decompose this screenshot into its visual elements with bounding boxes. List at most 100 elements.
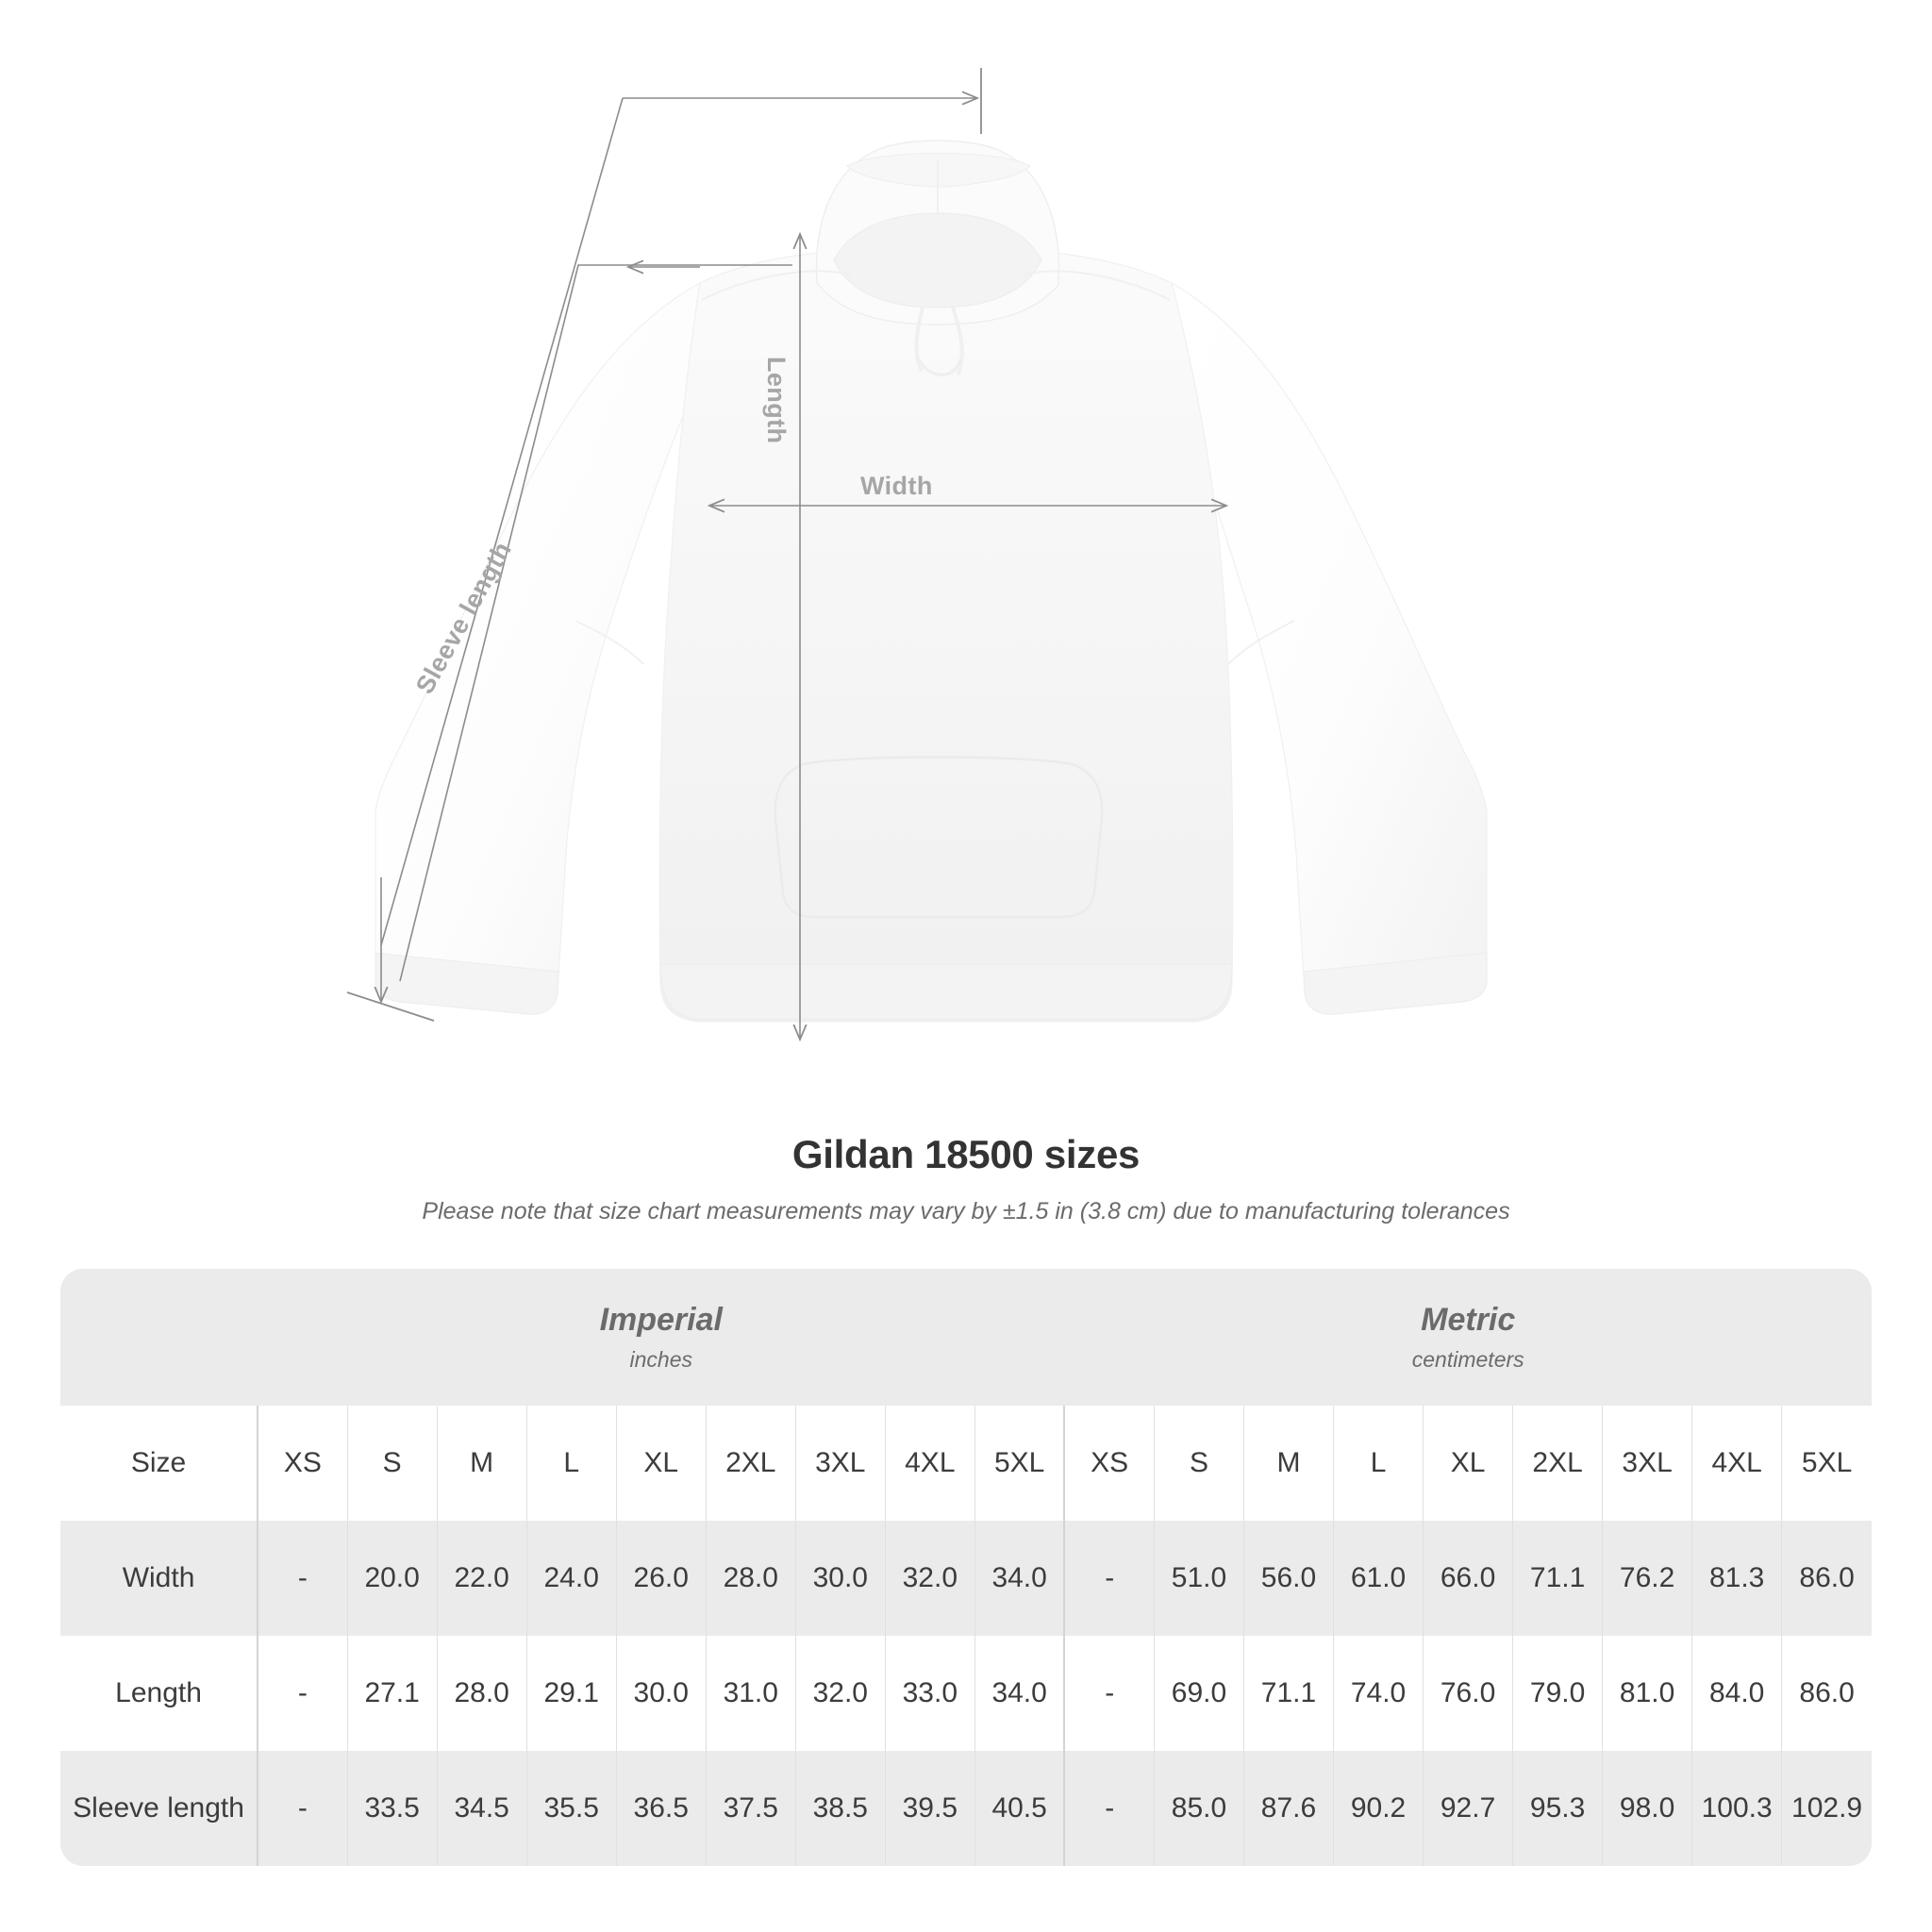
table-row: Sleeve length - 33.5 34.5 35.5 36.5 37.5… xyxy=(60,1751,1872,1866)
cell-length-imperial-s: 27.1 xyxy=(346,1636,438,1751)
hoodie-left-sleeve xyxy=(375,281,701,1015)
size-cell-imperial-s: S xyxy=(346,1406,438,1521)
size-cell-imperial-5xl: 5XL xyxy=(974,1406,1065,1521)
cell-width-imperial-xl: 26.0 xyxy=(615,1521,707,1636)
size-cell-metric-l: L xyxy=(1333,1406,1424,1521)
size-cell-imperial-l: L xyxy=(525,1406,617,1521)
cell-sleeve-imperial-3xl: 38.5 xyxy=(794,1751,886,1866)
cell-length-imperial-m: 28.0 xyxy=(436,1636,527,1751)
size-table-container: Imperial inches Metric centimeters Size … xyxy=(60,1269,1872,1866)
cell-length-imperial-5xl: 34.0 xyxy=(974,1636,1065,1751)
system-name-metric: Metric xyxy=(1421,1302,1516,1339)
size-cell-metric-xs: XS xyxy=(1063,1406,1155,1521)
system-unit-imperial: inches xyxy=(629,1346,692,1372)
cell-length-imperial-2xl: 31.0 xyxy=(705,1636,796,1751)
size-row-label: Size xyxy=(60,1406,258,1521)
cell-sleeve-imperial-4xl: 39.5 xyxy=(884,1751,975,1866)
cell-sleeve-metric-xl: 92.7 xyxy=(1423,1751,1513,1866)
hoodie-body xyxy=(658,246,1234,1023)
hoodie-kangaroo-pocket xyxy=(774,756,1104,919)
cell-length-metric-m: 71.1 xyxy=(1242,1636,1334,1751)
hoodie-right-shoulder-seam xyxy=(1024,270,1171,301)
system-name-imperial: Imperial xyxy=(599,1302,723,1339)
cell-width-imperial-5xl: 34.0 xyxy=(974,1521,1065,1636)
sleeve-diagonal-line xyxy=(380,97,624,946)
cell-sleeve-imperial-m: 34.5 xyxy=(436,1751,527,1866)
cell-length-metric-l: 74.0 xyxy=(1333,1636,1424,1751)
sleeve-bottom-tick xyxy=(346,991,435,1022)
cell-length-metric-3xl: 81.0 xyxy=(1602,1636,1692,1751)
hoodie-illustration xyxy=(346,68,1488,1113)
cell-width-imperial-4xl: 32.0 xyxy=(884,1521,975,1636)
width-dimension-label: Width xyxy=(860,472,933,500)
cell-sleeve-metric-s: 85.0 xyxy=(1153,1751,1244,1866)
cell-sleeve-imperial-xs: - xyxy=(257,1751,348,1866)
hoodie-left-shoulder-seam xyxy=(701,270,852,301)
cell-width-imperial-s: 20.0 xyxy=(346,1521,438,1636)
cell-length-imperial-xl: 30.0 xyxy=(615,1636,707,1751)
cell-width-metric-s: 51.0 xyxy=(1153,1521,1244,1636)
size-cell-imperial-xl: XL xyxy=(615,1406,707,1521)
tolerance-note: Please note that size chart measurements… xyxy=(422,1198,1510,1224)
cell-length-metric-5xl: 86.0 xyxy=(1781,1636,1872,1751)
size-cell-imperial-xs: XS xyxy=(257,1406,348,1521)
cell-width-imperial-xs: - xyxy=(257,1521,348,1636)
cell-width-imperial-2xl: 28.0 xyxy=(705,1521,796,1636)
size-cell-metric-2xl: 2XL xyxy=(1512,1406,1603,1521)
size-cell-imperial-2xl: 2XL xyxy=(705,1406,796,1521)
cell-sleeve-imperial-xl: 36.5 xyxy=(615,1751,707,1866)
size-cell-metric-3xl: 3XL xyxy=(1602,1406,1692,1521)
size-cell-metric-m: M xyxy=(1242,1406,1334,1521)
cell-sleeve-imperial-5xl: 40.5 xyxy=(974,1751,1065,1866)
system-header-row: Imperial inches Metric centimeters xyxy=(60,1269,1872,1406)
cell-width-imperial-l: 24.0 xyxy=(525,1521,617,1636)
cell-sleeve-metric-2xl: 95.3 xyxy=(1512,1751,1603,1866)
cell-width-metric-xl: 66.0 xyxy=(1423,1521,1513,1636)
length-dimension-label: Length xyxy=(762,357,791,444)
size-cell-imperial-4xl: 4XL xyxy=(884,1406,975,1521)
cell-sleeve-imperial-l: 35.5 xyxy=(525,1751,617,1866)
size-cell-imperial-m: M xyxy=(436,1406,527,1521)
size-table: Imperial inches Metric centimeters Size … xyxy=(60,1269,1872,1866)
cell-sleeve-metric-m: 87.6 xyxy=(1242,1751,1334,1866)
cell-length-imperial-3xl: 32.0 xyxy=(794,1636,886,1751)
cell-width-metric-xs: - xyxy=(1063,1521,1155,1636)
system-header-spacer xyxy=(60,1269,258,1406)
cell-length-metric-xl: 76.0 xyxy=(1423,1636,1513,1751)
cell-length-metric-s: 69.0 xyxy=(1153,1636,1244,1751)
cell-width-imperial-m: 22.0 xyxy=(436,1521,527,1636)
size-cell-metric-s: S xyxy=(1153,1406,1244,1521)
cell-length-imperial-l: 29.1 xyxy=(525,1636,617,1751)
size-cell-metric-xl: XL xyxy=(1423,1406,1513,1521)
cell-length-metric-xs: - xyxy=(1063,1636,1155,1751)
row-label-sleeve-length: Sleeve length xyxy=(60,1751,258,1866)
size-row: Size XS S M L XL 2XL 3XL 4XL 5XL XS S M … xyxy=(60,1406,1872,1521)
sleeve-length-callout-line xyxy=(399,264,792,982)
table-row: Width - 20.0 22.0 24.0 26.0 28.0 30.0 32… xyxy=(60,1521,1872,1636)
cell-width-metric-5xl: 86.0 xyxy=(1781,1521,1872,1636)
hoodie-right-cuff xyxy=(1303,952,1488,1015)
cell-width-imperial-3xl: 30.0 xyxy=(794,1521,886,1636)
cell-sleeve-metric-xs: - xyxy=(1063,1751,1155,1866)
cell-sleeve-imperial-s: 33.5 xyxy=(346,1751,438,1866)
title-block: Gildan 18500 sizes Please note that size… xyxy=(0,1132,1932,1225)
cell-width-metric-l: 61.0 xyxy=(1333,1521,1424,1636)
size-cell-imperial-3xl: 3XL xyxy=(794,1406,886,1521)
cell-width-metric-4xl: 81.3 xyxy=(1691,1521,1782,1636)
hoodie-left-sleeve-seam xyxy=(575,620,644,665)
system-unit-metric: centimeters xyxy=(1411,1346,1524,1372)
hoodie-graphic xyxy=(375,140,1488,1023)
cell-sleeve-metric-4xl: 100.3 xyxy=(1691,1751,1782,1866)
row-label-width: Width xyxy=(60,1521,258,1636)
cell-width-metric-2xl: 71.1 xyxy=(1512,1521,1603,1636)
hoodie-drawstring-right xyxy=(951,306,964,375)
cell-width-metric-m: 56.0 xyxy=(1242,1521,1334,1636)
size-cell-metric-5xl: 5XL xyxy=(1781,1406,1872,1521)
hoodie-bottom-hem xyxy=(659,963,1233,1020)
system-header-metric: Metric centimeters xyxy=(1064,1269,1872,1406)
cell-sleeve-metric-l: 90.2 xyxy=(1333,1751,1424,1866)
size-cell-metric-4xl: 4XL xyxy=(1691,1406,1782,1521)
cell-sleeve-metric-3xl: 98.0 xyxy=(1602,1751,1692,1866)
hoodie-hood-opening xyxy=(833,212,1042,308)
